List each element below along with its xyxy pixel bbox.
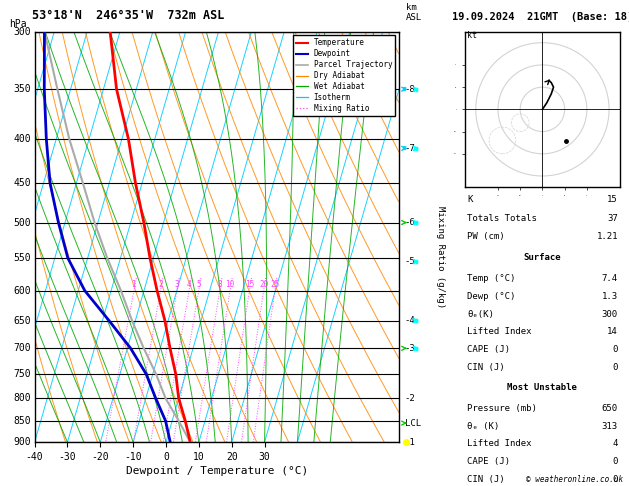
Text: Pressure (mb): Pressure (mb) [467,404,537,413]
Text: 300: 300 [602,310,618,318]
Text: Dewp (°C): Dewp (°C) [467,292,515,301]
Text: 25: 25 [270,279,279,289]
Text: θₑ (K): θₑ (K) [467,422,499,431]
Text: 4: 4 [187,279,191,289]
Text: 15: 15 [245,279,254,289]
Text: -1: -1 [404,438,415,447]
Text: 800: 800 [13,393,31,403]
Text: Totals Totals: Totals Totals [467,213,537,223]
Text: 650: 650 [13,315,31,326]
Text: Surface: Surface [523,253,561,261]
Text: 8: 8 [218,279,222,289]
Text: -5: -5 [404,257,415,266]
Text: 550: 550 [13,253,31,263]
Text: 750: 750 [13,369,31,379]
Text: Most Unstable: Most Unstable [508,383,577,392]
Text: CAPE (J): CAPE (J) [467,457,510,466]
Text: 1.3: 1.3 [602,292,618,301]
Text: 600: 600 [13,286,31,295]
Text: 37: 37 [607,213,618,223]
Text: -4: -4 [404,316,415,325]
Text: 0: 0 [613,457,618,466]
Text: 1.21: 1.21 [596,232,618,241]
Text: -2: -2 [404,394,415,403]
Text: 2: 2 [159,279,163,289]
Text: 20: 20 [259,279,269,289]
Text: 650: 650 [602,404,618,413]
Text: CIN (J): CIN (J) [467,363,504,372]
Text: 850: 850 [13,416,31,426]
Text: 0: 0 [613,363,618,372]
Text: 19.09.2024  21GMT  (Base: 18): 19.09.2024 21GMT (Base: 18) [452,12,629,22]
Text: 5: 5 [196,279,201,289]
Text: 7.4: 7.4 [602,274,618,283]
Text: © weatheronline.co.uk: © weatheronline.co.uk [526,474,623,484]
Text: 900: 900 [13,437,31,447]
Text: -3: -3 [404,344,415,353]
Text: 450: 450 [13,178,31,188]
Text: hPa: hPa [9,19,27,29]
Text: 53°18'N  246°35'W  732m ASL: 53°18'N 246°35'W 732m ASL [32,9,225,22]
Text: 0: 0 [613,475,618,484]
Text: -6: -6 [404,218,415,227]
Text: km
ASL: km ASL [406,3,421,22]
Text: 350: 350 [13,84,31,94]
Text: -7: -7 [404,144,415,153]
Text: 0: 0 [613,345,618,354]
Text: 3: 3 [175,279,179,289]
Text: -8: -8 [404,85,415,94]
X-axis label: Dewpoint / Temperature (°C): Dewpoint / Temperature (°C) [126,466,308,476]
Text: CIN (J): CIN (J) [467,475,504,484]
Text: 1: 1 [131,279,136,289]
Text: CAPE (J): CAPE (J) [467,345,510,354]
Text: Mixing Ratio (g/kg): Mixing Ratio (g/kg) [436,207,445,309]
Text: 15: 15 [607,195,618,204]
Text: 4: 4 [613,439,618,449]
Text: 500: 500 [13,218,31,227]
Text: LCL: LCL [404,418,421,428]
Text: 313: 313 [602,422,618,431]
Text: Lifted Index: Lifted Index [467,327,532,336]
Legend: Temperature, Dewpoint, Parcel Trajectory, Dry Adiabat, Wet Adiabat, Isotherm, Mi: Temperature, Dewpoint, Parcel Trajectory… [293,35,396,116]
Text: 14: 14 [607,327,618,336]
Text: 300: 300 [13,27,31,36]
Text: PW (cm): PW (cm) [467,232,504,241]
Text: Temp (°C): Temp (°C) [467,274,515,283]
Text: 400: 400 [13,134,31,144]
Text: Lifted Index: Lifted Index [467,439,532,449]
Text: 700: 700 [13,343,31,353]
Text: θₑ(K): θₑ(K) [467,310,494,318]
Text: kt: kt [467,31,477,40]
Text: 10: 10 [225,279,235,289]
Text: K: K [467,195,472,204]
